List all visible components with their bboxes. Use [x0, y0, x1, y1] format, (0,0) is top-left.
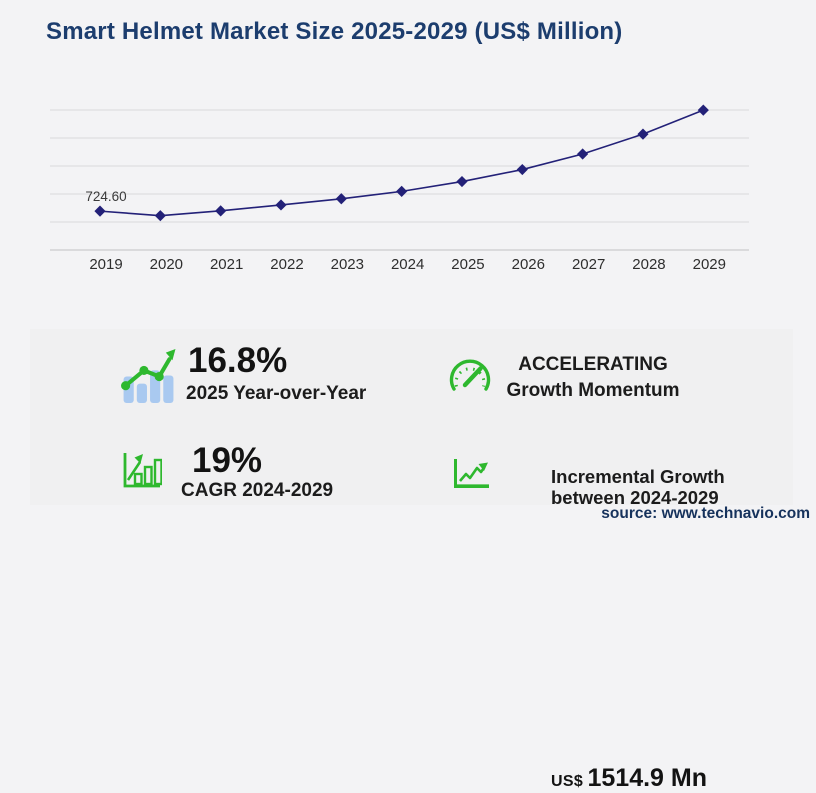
incremental-growth-label-line2: between 2024-2029: [551, 487, 719, 508]
yoy-growth-value: 16.8%: [188, 341, 288, 380]
data-point-2025: [456, 175, 468, 188]
data-point-2021: [215, 205, 227, 217]
currency-prefix: US$: [551, 773, 584, 790]
series-line: [99, 109, 704, 217]
x-tick-label: 2027: [572, 256, 605, 273]
data-point-2029: [697, 104, 709, 116]
data-point-2019: [94, 205, 106, 217]
x-tick-label: 2028: [632, 256, 665, 273]
data-point-2022: [275, 199, 287, 211]
data-point-2027: [577, 148, 589, 160]
market-size-line-chart: 2019 2020 2021 2022 2023 2024 2025 2026 2027 2028…: [50, 104, 749, 273]
growth-momentum-line1: ACCELERATING: [518, 354, 668, 375]
x-tick-label: 2026: [512, 256, 545, 273]
data-point-2028: [637, 128, 649, 140]
cagr-label: CAGR 2024-2029: [181, 480, 334, 501]
cagr-value: 19%: [192, 441, 263, 480]
data-point-2020: [154, 210, 166, 222]
page-title: Smart Helmet Market Size 2025-2029 (US$ …: [46, 18, 623, 45]
bar-growth-icon: [123, 453, 162, 488]
x-tick-label: 2023: [331, 256, 364, 273]
x-tick-label: 2021: [210, 256, 243, 273]
speedometer-icon: [449, 359, 491, 391]
x-tick-label: 2025: [451, 256, 484, 273]
first-point-value-label: 724.60: [85, 189, 126, 204]
growth-momentum-text: ACCELERATING Growth Momentum: [468, 352, 718, 404]
growth-momentum-line2: Growth Momentum: [506, 380, 680, 401]
data-point-2024: [396, 185, 408, 197]
incremental-growth-icon: [454, 459, 489, 488]
yoy-growth-label: 2025 Year-over-Year: [186, 383, 367, 404]
stats-panel: 16.8% 2025 Year-over-Year ACCELERATING G…: [30, 329, 793, 792]
incremental-growth-label-line1: Incremental Growth: [551, 466, 725, 487]
data-point-2026: [516, 163, 528, 176]
bar-trend-icon: [121, 349, 176, 403]
x-tick-label: 2024: [391, 256, 424, 273]
incremental-amount: 1514.9 Mn: [587, 764, 707, 792]
incremental-growth-value: US$ 1514.9 Mn: [551, 764, 707, 793]
x-tick-label: 2019: [89, 256, 122, 273]
x-tick-label: 2029: [693, 256, 726, 273]
x-tick-label: 2020: [150, 256, 183, 273]
x-tick-label: 2022: [270, 256, 303, 273]
data-point-2023: [335, 193, 347, 205]
source-attribution: source: www.technavio.com: [601, 505, 810, 522]
